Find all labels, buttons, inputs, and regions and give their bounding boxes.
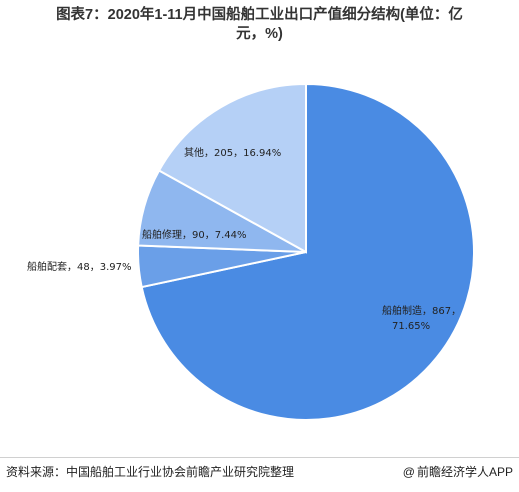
slice-label-2: 船舶配套，48，3.97% <box>27 260 132 273</box>
slice-label-4: 其他，205，16.94% <box>184 146 281 159</box>
source-note: 资料来源：中国船舶工业行业协会前瞻产业研究院整理 <box>6 465 295 479</box>
slice-label-1: 船舶制造，867， 71.65% <box>382 304 461 332</box>
chart-title-line1: 图表7：2020年1-11月中国船舶工业出口产值细分结构(单位：亿 <box>56 7 463 23</box>
chart-title: 图表7：2020年1-11月中国船舶工业出口产值细分结构(单位：亿 元，%) <box>0 6 519 44</box>
brand-credit: @ 前瞻经济学人APP <box>403 463 513 480</box>
footer-divider <box>0 457 519 458</box>
slice-label-3: 船舶修理，90，7.44% <box>142 228 247 241</box>
pie-slice-4 <box>157 82 307 254</box>
brand-name: 前瞻经济学人APP <box>416 465 513 479</box>
pie-slice-1 <box>140 82 475 421</box>
chart-title-line2: 元，%) <box>236 26 283 42</box>
at-icon: @ <box>402 465 415 479</box>
